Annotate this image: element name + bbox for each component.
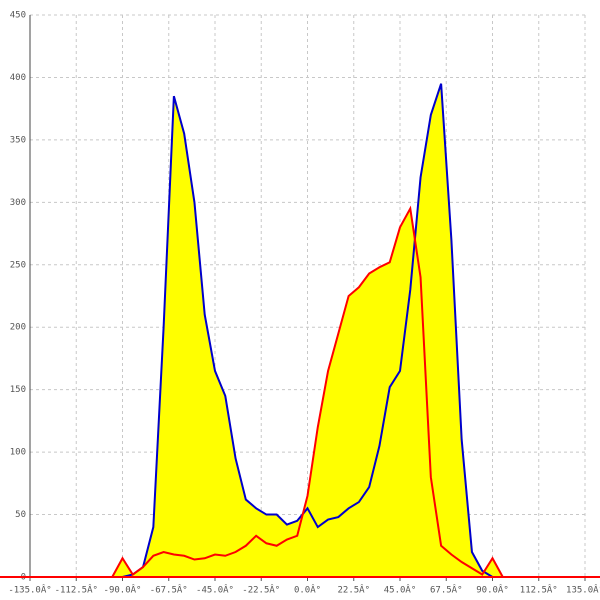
x-tick-label: -135.0Â°: [8, 584, 51, 596]
y-tick-label: 450: [10, 11, 26, 21]
y-tick-label: 100: [10, 448, 26, 458]
y-tick-label: 400: [10, 73, 26, 83]
line: [112, 83, 503, 578]
x-tick-label: -67.5Â°: [150, 584, 188, 596]
y-tick-label: 50: [15, 510, 26, 520]
y-tick-label: 300: [10, 198, 26, 208]
line: [111, 205, 504, 578]
x-tick-label: 0.0Â°: [294, 584, 321, 596]
x-tick-label: 22.5Â°: [337, 584, 370, 596]
x-tick-label: 112.5Â°: [520, 584, 558, 596]
y-tick-label: 200: [10, 323, 26, 333]
x-tick-label: 90.0Â°: [476, 584, 509, 596]
x-tick-label: -22.5Â°: [242, 584, 280, 596]
y-tick-label: 350: [10, 135, 26, 145]
x-tick-label: 135.0Â°: [566, 584, 600, 596]
x-tick-label: 67.5Â°: [430, 584, 463, 596]
x-tick-label: 45.0Â°: [384, 584, 417, 596]
x-tick-label: -45.0Â°: [196, 584, 234, 596]
y-tick-label: 150: [10, 385, 26, 395]
y-tick-label: 250: [10, 260, 26, 270]
area: [112, 208, 503, 578]
x-tick-label: -112.5Â°: [55, 584, 98, 596]
x-tick-label: -90.0Â°: [104, 584, 142, 596]
